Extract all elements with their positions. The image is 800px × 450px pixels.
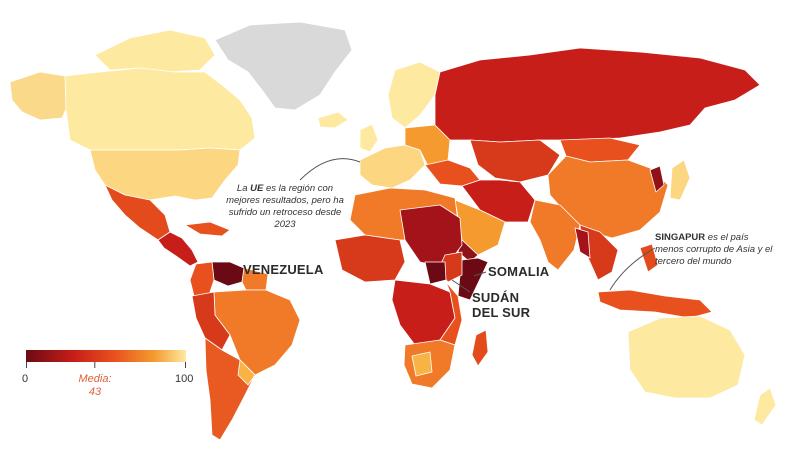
- legend-ticks: [26, 362, 186, 368]
- region-uruguay: [237, 359, 256, 386]
- region-canada-islands: [94, 29, 216, 73]
- eu-note-bold: UE: [250, 183, 264, 194]
- eu-note-arrow: [299, 158, 361, 181]
- region-indonesia: [597, 289, 713, 319]
- region-botswana: [411, 351, 433, 377]
- somalia-label: SOMALIA: [488, 264, 550, 279]
- eu-annotation: La UE es la región con mejores resultado…: [226, 183, 344, 231]
- eu-note-pre: La: [236, 183, 251, 194]
- legend-min-label: 0: [22, 373, 29, 385]
- region-central-asia: [469, 139, 561, 183]
- region-alaska: [9, 71, 71, 121]
- singapur-rest: es el país menos corrupto de Asia y el t…: [655, 232, 773, 267]
- sudan-sur-line2: DEL SUR: [472, 305, 531, 320]
- region-korea: [649, 165, 665, 193]
- region-greenland: [214, 21, 353, 111]
- legend-media-label: Media:: [78, 373, 112, 385]
- region-caribbean: [184, 221, 231, 237]
- region-uk: [359, 123, 379, 153]
- eu-note-post: es la región con mejores resultados, per…: [226, 183, 344, 230]
- region-myanmar: [574, 227, 591, 259]
- legend-max-label: 100: [175, 373, 194, 385]
- sudan-sur-label: SUDÁN DEL SUR: [472, 290, 530, 320]
- legend-color-scale: [26, 350, 186, 362]
- region-south-sudan: [424, 261, 447, 285]
- region-new-zealand: [753, 387, 777, 426]
- sudan-sur-arrow: [451, 279, 471, 293]
- singapur-annotation: SINGAPUR es el país menos corrupto de As…: [655, 232, 773, 268]
- region-central-america: [157, 231, 199, 267]
- venezuela-label: VENEZUELA: [243, 262, 324, 277]
- region-western-europe: [359, 144, 426, 189]
- region-australia: [627, 315, 746, 399]
- region-japan: [669, 159, 691, 201]
- region-venezuela: [211, 261, 245, 287]
- legend-media: Media: 43: [70, 373, 120, 399]
- region-india: [529, 199, 581, 271]
- region-turkey: [424, 159, 481, 187]
- singapur-arrow: [609, 247, 656, 291]
- region-west-africa: [334, 234, 406, 283]
- region-canada: [64, 67, 256, 151]
- sudan-sur-line1: SUDÁN: [472, 290, 520, 305]
- region-scandinavia: [387, 61, 441, 129]
- region-madagascar: [471, 329, 489, 367]
- region-peru-bolivia: [191, 291, 231, 351]
- region-russia: [434, 47, 761, 143]
- somalia-arrow: [473, 271, 487, 277]
- region-iceland: [317, 111, 349, 129]
- legend-media-value: 43: [88, 386, 102, 398]
- singapur-bold: SINGAPUR: [655, 232, 706, 243]
- region-philippines: [639, 243, 659, 273]
